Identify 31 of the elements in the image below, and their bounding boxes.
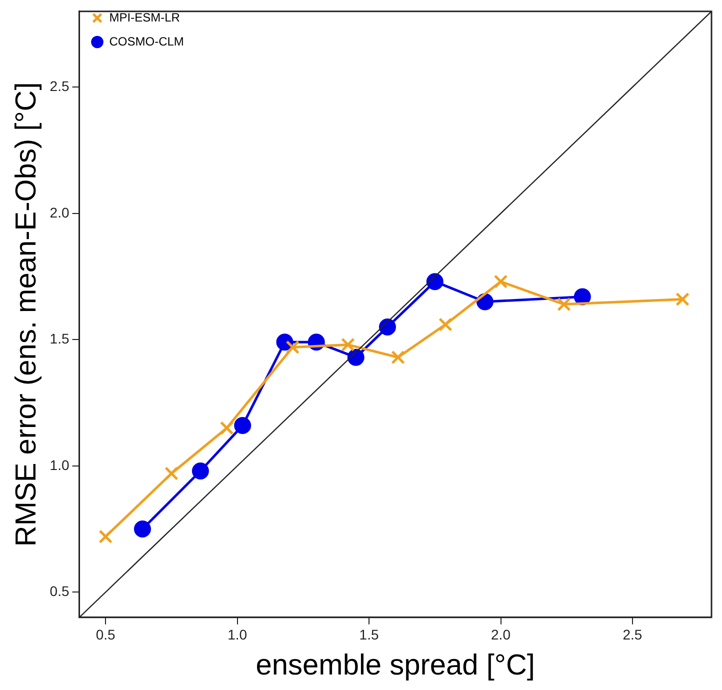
legend-label: MPI-ESM-LR — [109, 10, 180, 24]
point — [341, 338, 355, 352]
x-tick-label: 2.0 — [491, 626, 511, 643]
y-tick-label: 1.0 — [50, 456, 70, 473]
y-tick-label: 2.0 — [50, 204, 70, 220]
y-axis-title: RMSE error (ens. mean-E-Obs) [°C] — [10, 82, 42, 547]
x-tick-label: 1.5 — [359, 626, 379, 643]
point — [276, 334, 294, 351]
point — [438, 318, 452, 332]
point — [98, 530, 113, 544]
point — [347, 348, 364, 366]
point — [676, 292, 690, 306]
x-axis-title: ensemble spread [°C] — [256, 650, 535, 682]
x-tick-label: 1.0 — [228, 626, 248, 643]
point — [391, 350, 405, 364]
x-tick-label: 0.5 — [96, 626, 116, 643]
point — [164, 466, 178, 480]
legend-label: COSMO-CLM — [109, 34, 184, 48]
x-tick-label: 2.5 — [622, 626, 642, 643]
point — [557, 297, 571, 312]
point — [426, 273, 444, 290]
point — [378, 318, 396, 336]
y-tick-label: 0.5 — [50, 583, 70, 600]
point — [494, 274, 508, 288]
point — [220, 421, 234, 435]
y-tick-label: 2.5 — [50, 78, 70, 94]
point — [134, 520, 151, 538]
point — [192, 462, 209, 480]
point — [234, 417, 252, 434]
y-tick-label: 1.5 — [50, 330, 70, 347]
point — [286, 340, 300, 354]
